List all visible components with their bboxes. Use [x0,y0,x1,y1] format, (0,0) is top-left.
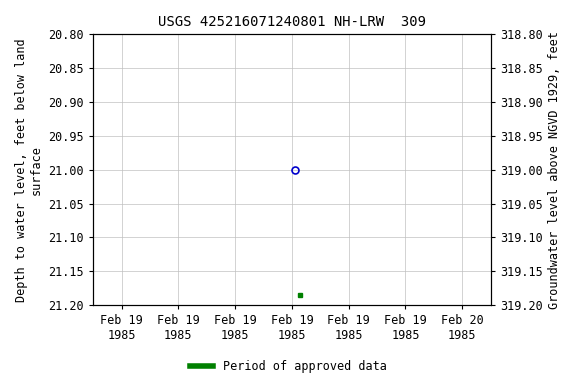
Title: USGS 425216071240801 NH-LRW  309: USGS 425216071240801 NH-LRW 309 [158,15,426,29]
Y-axis label: Groundwater level above NGVD 1929, feet: Groundwater level above NGVD 1929, feet [548,31,561,309]
Y-axis label: Depth to water level, feet below land
surface: Depth to water level, feet below land su… [15,38,43,301]
Legend: Period of approved data: Period of approved data [185,356,391,378]
